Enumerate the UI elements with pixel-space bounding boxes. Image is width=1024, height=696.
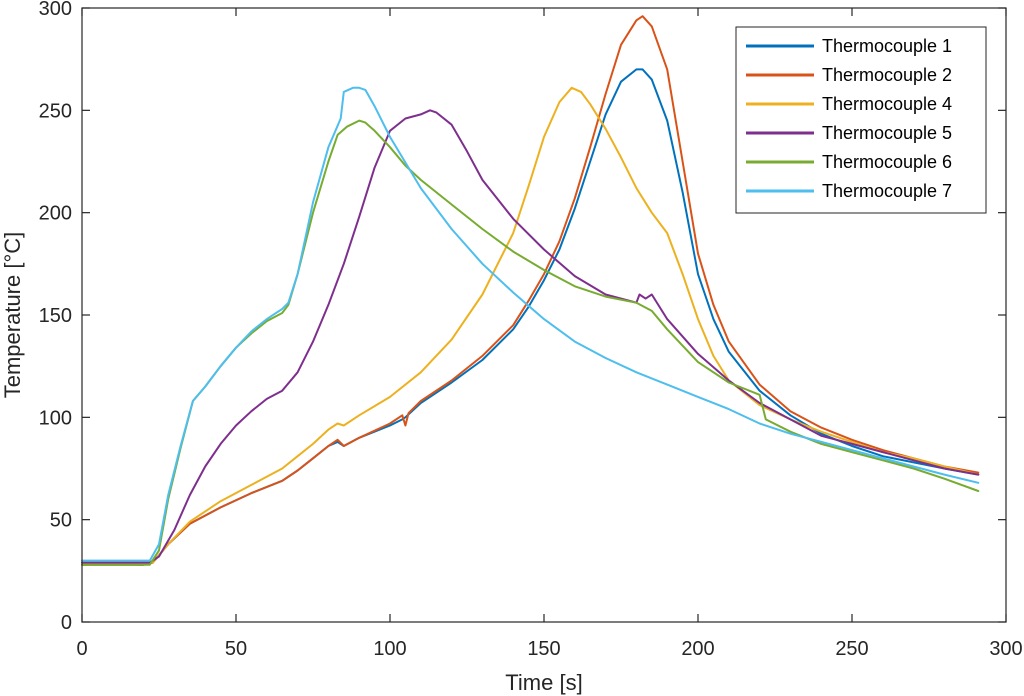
x-tick-label: 200 [681,638,714,660]
legend: Thermocouple 1 Thermocouple 2 Thermocouple… [735,26,987,214]
series-line-thermocouple-2 [81,15,980,566]
x-tick-label: 0 [76,638,87,660]
y-tick-label: 0 [61,612,72,634]
plot-lines [81,15,980,566]
series-line-thermocouple-4 [81,86,980,566]
legend-label-thermocouple-4: Thermocouple 4 [822,94,952,114]
x-tick-label: 50 [225,638,247,660]
series-line-thermocouple-5 [81,109,980,564]
legend-label-thermocouple-2: Thermocouple 2 [822,65,952,85]
legend-label-thermocouple-5: Thermocouple 5 [822,123,952,143]
y-tick-label: 50 [50,510,72,532]
x-tick-label: 250 [835,638,868,660]
legend-label-thermocouple-6: Thermocouple 6 [822,152,952,172]
y-tick-label: 100 [39,407,72,429]
y-axis-label: Temperature [°C] [0,232,25,399]
x-axis: 0 50 100 150 200 250 300 [76,8,1023,660]
y-tick-label: 250 [39,100,72,122]
x-tick-label: 150 [527,638,560,660]
x-axis-label: Time [s] [505,670,582,695]
legend-label-thermocouple-7: Thermocouple 7 [822,181,952,201]
legend-label-thermocouple-1: Thermocouple 1 [822,36,952,56]
series-line-thermocouple-7 [81,86,980,562]
y-tick-label: 300 [39,0,72,20]
x-tick-label: 100 [373,638,406,660]
legend-box [735,26,987,214]
y-axis: 0 50 100 150 200 250 300 [39,0,1006,634]
x-tick-label: 300 [989,638,1022,660]
y-tick-label: 150 [39,305,72,327]
y-tick-label: 200 [39,203,72,225]
